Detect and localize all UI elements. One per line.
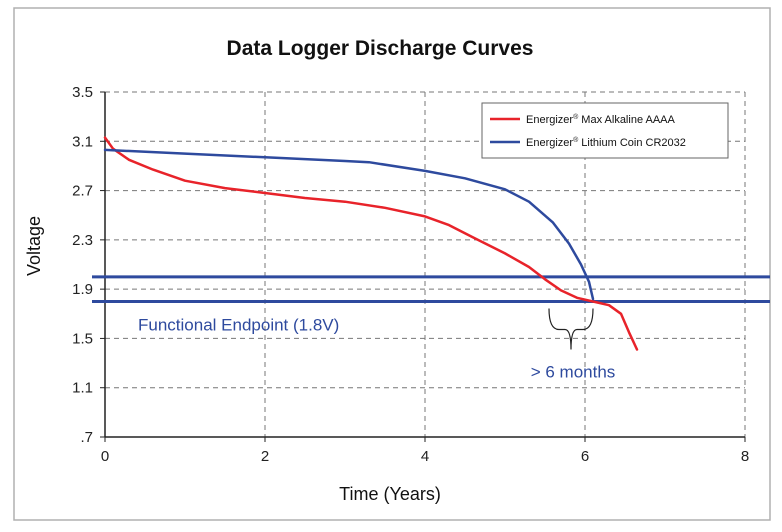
y-tick-label: 2.7 [72, 183, 93, 200]
tick-labels: .7 1.1 1.5 1.9 2.3 2.7 3.1 3.5 0 2 4 6 8 [72, 84, 749, 465]
legend-entry-1: Energizer® Max Alkaline AAAA [526, 113, 676, 126]
annotation-bracket [548, 308, 594, 350]
annotation-label: > 6 months [531, 362, 616, 381]
legend-brand: Energizer [526, 137, 573, 149]
legend-brand: Energizer [526, 114, 573, 126]
x-tick-label: 6 [581, 448, 589, 465]
x-tick-label: 8 [741, 448, 749, 465]
reference-line-label: Functional Endpoint (1.8V) [138, 315, 339, 334]
x-tick-label: 0 [101, 448, 109, 465]
y-tick-label: .7 [80, 429, 93, 446]
series-line-1 [103, 136, 639, 351]
y-axis-label: Voltage [24, 216, 44, 276]
legend-entry-2: Energizer® Lithium Coin CR2032 [526, 136, 686, 149]
legend-model: Lithium Coin CR2032 [578, 137, 686, 149]
y-tick-label: 3.1 [72, 133, 93, 150]
y-tick-label: 2.3 [72, 232, 93, 249]
y-tick-label: 3.5 [72, 84, 93, 101]
reference-lines: Functional Endpoint (1.8V) [92, 275, 770, 334]
chart-title: Data Logger Discharge Curves [227, 37, 534, 60]
legend-box [481, 102, 729, 159]
y-tick-label: 1.9 [72, 281, 93, 298]
x-tick-label: 2 [261, 448, 269, 465]
x-axis-label: Time (Years) [339, 484, 441, 504]
x-tick-label: 4 [421, 448, 429, 465]
annotations: > 6 months [531, 308, 616, 381]
y-tick-label: 1.1 [72, 380, 93, 397]
series-line-2 [103, 148, 595, 301]
legend-model: Max Alkaline AAAA [578, 114, 675, 126]
legend-registered-mark: ® [573, 113, 579, 121]
chart-border [13, 7, 771, 521]
series-lines [103, 136, 639, 351]
legend-registered-mark: ® [573, 136, 579, 144]
y-tick-label: 1.5 [72, 330, 93, 347]
